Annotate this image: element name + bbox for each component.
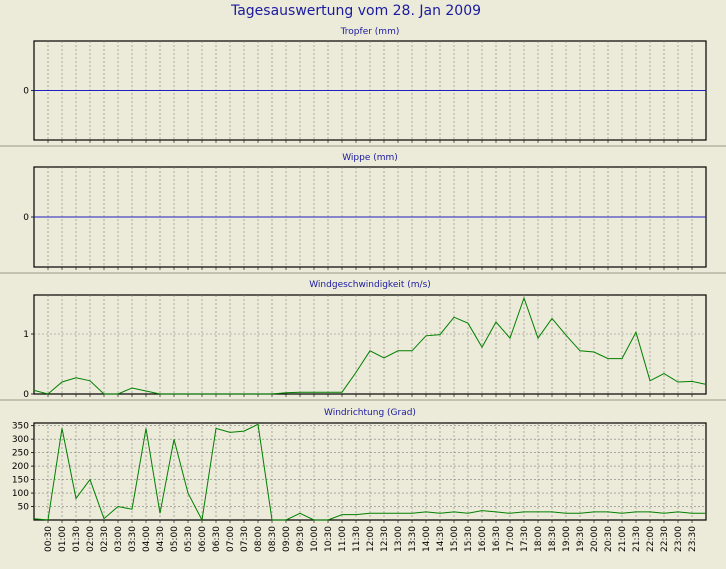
- x-tick-label: 15:30: [464, 526, 474, 552]
- x-tick-label: 08:30: [268, 526, 278, 552]
- x-tick-label: 16:00: [478, 526, 488, 552]
- y-tick-label: 300: [12, 435, 29, 445]
- y-tick-label: 0: [23, 390, 29, 400]
- x-tick-label: 21:00: [618, 526, 628, 552]
- series-line-1: [33, 423, 706, 522]
- series-line-1: [33, 296, 707, 395]
- x-tick-label: 12:30: [380, 526, 390, 552]
- chart-panel-2: Wippe (mm) 0: [0, 153, 726, 274]
- chart-panel-4: Windrichtung (Grad) 50 100 150 200 250 300 350 0…: [12, 408, 707, 552]
- y-tick-label: 50: [18, 503, 30, 513]
- x-tick-label: 19:30: [576, 526, 586, 552]
- y-tick-label: 0: [23, 213, 29, 223]
- x-tick-label: 02:00: [86, 526, 96, 552]
- x-tick-label: 02:30: [100, 526, 110, 552]
- x-tick-label: 18:30: [548, 526, 558, 552]
- x-tick-label: 08:00: [254, 526, 264, 552]
- x-tick-label: 04:30: [156, 526, 166, 552]
- x-tick-label: 04:00: [142, 526, 152, 552]
- x-tick-label: 10:00: [310, 526, 320, 552]
- x-tick-label: 10:30: [324, 526, 334, 552]
- x-tick-label: 01:00: [58, 526, 68, 552]
- x-tick-label: 05:30: [184, 526, 194, 552]
- x-tick-label: 00:30: [44, 526, 54, 552]
- y-tick-label: 150: [12, 476, 29, 486]
- x-tick-label: 03:00: [114, 526, 124, 552]
- x-tick-label: 13:30: [408, 526, 418, 552]
- x-tick-label: 20:00: [590, 526, 600, 552]
- chart-title: Wippe (mm): [342, 153, 398, 163]
- x-tick-label: 15:00: [450, 526, 460, 552]
- chart-title: Tropfer (mm): [340, 27, 400, 37]
- y-tick-label: 350: [12, 422, 29, 432]
- x-tick-label: 17:30: [520, 526, 530, 552]
- x-tick-label: 07:00: [226, 526, 236, 552]
- x-tick-label: 14:00: [422, 526, 432, 552]
- x-tick-label: 06:30: [212, 526, 222, 552]
- x-tick-label: 22:00: [646, 526, 656, 552]
- x-tick-label: 09:30: [296, 526, 306, 552]
- x-tick-label: 14:30: [436, 526, 446, 552]
- y-tick-label: 200: [12, 462, 29, 472]
- y-tick-label: 1: [23, 330, 29, 340]
- x-tick-label: 11:00: [338, 526, 348, 552]
- x-tick-label: 01:30: [72, 526, 82, 552]
- y-tick-label: 250: [12, 449, 29, 459]
- x-tick-label: 19:00: [562, 526, 572, 552]
- x-tick-label: 05:00: [170, 526, 180, 552]
- x-tick-label: 23:00: [674, 526, 684, 552]
- x-tick-label: 16:30: [492, 526, 502, 552]
- x-tick-label: 07:30: [240, 526, 250, 552]
- y-tick-label: 100: [12, 489, 29, 499]
- x-tick-label: 22:30: [660, 526, 670, 552]
- chart-title: Windgeschwindigkeit (m/s): [309, 280, 431, 290]
- x-tick-label: 09:00: [282, 526, 292, 552]
- y-tick-label: 0: [23, 87, 29, 97]
- x-tick-label: 06:00: [198, 526, 208, 552]
- x-tick-label: 03:30: [128, 526, 138, 552]
- x-tick-label: 20:30: [604, 526, 614, 552]
- x-tick-label: 18:00: [534, 526, 544, 552]
- chart-panel-3: Windgeschwindigkeit (m/s) 0 1: [0, 280, 726, 401]
- chart-title: Windrichtung (Grad): [324, 408, 416, 418]
- chart-panel-1: Tropfer (mm) 0: [0, 27, 726, 147]
- x-tick-label: 12:00: [366, 526, 376, 552]
- x-tick-label: 11:30: [352, 526, 362, 552]
- x-tick-label: 17:00: [506, 526, 516, 552]
- x-tick-label: 21:30: [632, 526, 642, 552]
- page-title: Tagesauswertung vom 28. Jan 2009: [230, 3, 481, 19]
- x-tick-label: 13:00: [394, 526, 404, 552]
- x-tick-label: 23:30: [688, 526, 698, 552]
